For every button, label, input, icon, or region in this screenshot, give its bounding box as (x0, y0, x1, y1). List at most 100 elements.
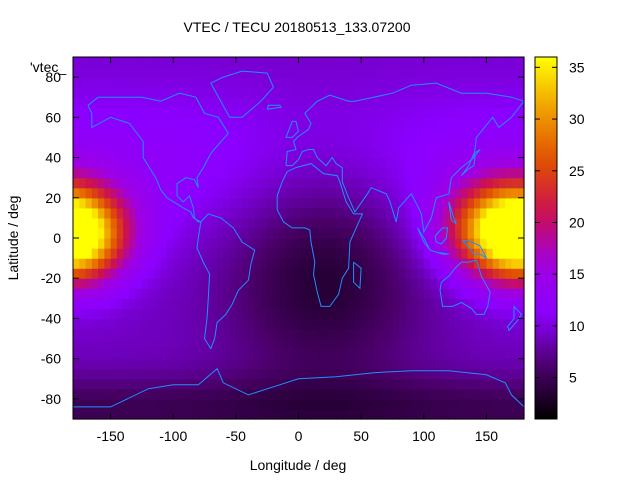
heatmap-cell (292, 77, 300, 88)
heatmap-cell (480, 268, 488, 279)
heatmap-cell (85, 278, 93, 289)
heatmap-cell (498, 167, 506, 179)
heatmap-cell (317, 197, 325, 209)
heatmap-cell (279, 368, 287, 380)
heatmap-cell (198, 388, 206, 400)
heatmap-cell (342, 368, 350, 380)
heatmap-cell (267, 137, 275, 149)
heatmap-cell (73, 57, 80, 68)
heatmap-cell (367, 107, 375, 118)
heatmap-cell (448, 197, 456, 209)
heatmap-cell (110, 278, 118, 289)
heatmap-cell (229, 227, 237, 239)
heatmap-cell (185, 227, 193, 239)
heatmap-cell (373, 258, 381, 269)
heatmap-cell (379, 298, 387, 309)
heatmap-cell (98, 57, 105, 68)
heatmap-cell (285, 348, 293, 360)
heatmap-cell (160, 348, 168, 360)
heatmap-cell (386, 258, 394, 269)
heatmap-cell (298, 408, 306, 420)
heatmap-cell (248, 167, 256, 179)
heatmap-cell (311, 328, 318, 340)
heatmap-cell (129, 288, 137, 299)
heatmap-cell (129, 328, 137, 340)
heatmap-cell (223, 288, 231, 299)
heatmap-cell (110, 238, 118, 249)
heatmap-cell (110, 258, 118, 269)
heatmap-cell (498, 278, 506, 289)
heatmap-cell (173, 258, 181, 269)
heatmap-cell (480, 398, 488, 410)
heatmap-cell (198, 338, 206, 350)
heatmap-cell (329, 97, 337, 108)
heatmap-cell (248, 408, 256, 420)
heatmap-cell (210, 248, 218, 259)
heatmap-cell (411, 77, 419, 88)
heatmap-cell (217, 217, 224, 229)
heatmap-cell (110, 348, 118, 360)
heatmap-cell (505, 278, 513, 289)
heatmap-cell (166, 167, 174, 179)
heatmap-cell (417, 217, 425, 229)
heatmap-cell (279, 338, 287, 350)
heatmap-cell (467, 157, 475, 169)
heatmap-cell (248, 318, 256, 330)
heatmap-cell (166, 227, 174, 239)
heatmap-cell (430, 318, 437, 330)
heatmap-cell (448, 157, 456, 169)
heatmap-cell (116, 358, 124, 370)
heatmap-cell (467, 87, 475, 98)
heatmap-cell (448, 177, 456, 189)
heatmap-cell (73, 298, 80, 309)
heatmap-cell (505, 408, 513, 420)
heatmap-cell (517, 248, 525, 259)
heatmap-cell (480, 197, 488, 209)
heatmap-cell (348, 57, 356, 68)
heatmap-cell (517, 87, 525, 98)
heatmap-cell (98, 248, 105, 259)
heatmap-cell (110, 408, 118, 420)
heatmap-cell (486, 348, 494, 360)
heatmap-cell (192, 127, 199, 139)
heatmap-cell (348, 288, 356, 299)
heatmap-cell (467, 97, 475, 108)
heatmap-cell (210, 388, 218, 400)
heatmap-cell (505, 318, 513, 330)
heatmap-cell (323, 268, 331, 279)
heatmap-cell (517, 348, 525, 360)
heatmap-cell (242, 378, 249, 390)
heatmap-cell (285, 187, 293, 199)
heatmap-cell (392, 328, 400, 340)
heatmap-cell (304, 408, 312, 420)
heatmap-cell (392, 187, 400, 199)
heatmap-cell (235, 117, 243, 128)
heatmap-cell (154, 278, 162, 289)
heatmap-cell (185, 107, 193, 118)
heatmap-cell (342, 278, 350, 289)
heatmap-cell (85, 398, 93, 410)
heatmap-cell (442, 238, 450, 249)
heatmap-cell (386, 388, 394, 400)
heatmap-cell (141, 97, 149, 108)
heatmap-cell (505, 157, 513, 169)
heatmap-cell (166, 268, 174, 279)
heatmap-cell (404, 248, 412, 259)
heatmap-cell (436, 217, 444, 229)
heatmap-cell (123, 97, 130, 108)
heatmap-cell (129, 398, 137, 410)
heatmap-cell (311, 147, 318, 159)
heatmap-cell (292, 258, 300, 269)
heatmap-cell (304, 278, 312, 289)
heatmap-cell (354, 318, 362, 330)
heatmap-cell (304, 217, 312, 229)
heatmap-cell (398, 378, 406, 390)
heatmap-cell (367, 187, 375, 199)
heatmap-cell (141, 147, 149, 159)
heatmap-cell (73, 137, 80, 149)
heatmap-cell (329, 57, 337, 68)
heatmap-cell (229, 187, 237, 199)
heatmap-cell (248, 217, 256, 229)
heatmap-cell (223, 358, 231, 370)
heatmap-cell (329, 368, 337, 380)
